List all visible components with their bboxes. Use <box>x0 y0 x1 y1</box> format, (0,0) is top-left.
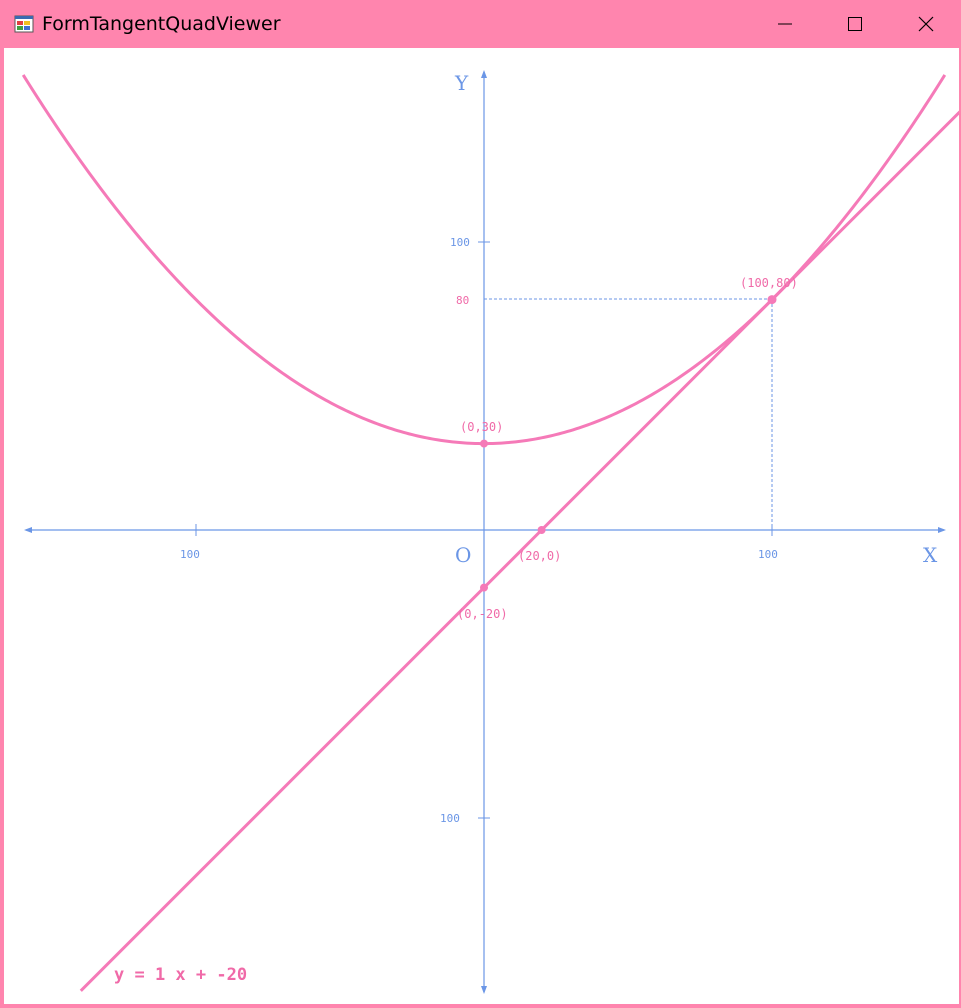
tangent-point-label: (100,80) <box>740 276 798 290</box>
y-tick-label-bottom: 100 <box>440 812 460 825</box>
title-bar[interactable]: FormTangentQuadViewer <box>0 0 961 48</box>
x-axis-label: X <box>923 543 938 567</box>
equation-label: y = 1 x + -20 <box>114 965 247 985</box>
close-icon <box>918 16 934 32</box>
maximize-icon <box>848 17 862 31</box>
graph-svg: 100 100 100 80 100 Y X O (100,80) <box>21 70 959 994</box>
x-tick-label-right: 100 <box>758 548 778 561</box>
y-axis-arrow-bottom <box>481 986 487 994</box>
y-axis-label: Y <box>454 71 469 95</box>
app-icon <box>14 15 34 33</box>
y-intercept-label: (0,-20) <box>457 607 508 621</box>
maximize-button[interactable] <box>820 0 890 48</box>
graph-canvas[interactable]: 100 100 100 80 100 Y X O (100,80) <box>4 48 959 1004</box>
x-axis-arrow-right <box>938 527 946 533</box>
x-intercept-dot <box>537 526 546 534</box>
origin-label: O <box>455 543 471 567</box>
y-tick-label-80: 80 <box>456 294 469 307</box>
close-button[interactable] <box>891 0 961 48</box>
tangent-line <box>79 110 959 992</box>
vertex-label: (0,30) <box>460 420 503 434</box>
y-intercept-dot <box>480 583 488 592</box>
minimize-icon <box>778 23 792 25</box>
y-axis-arrow-top <box>481 70 487 78</box>
tangent-point-dot <box>767 295 777 305</box>
x-intercept-label: (20,0) <box>518 549 561 563</box>
x-axis-arrow-left <box>24 527 32 533</box>
window-title: FormTangentQuadViewer <box>42 13 281 35</box>
y-tick-label-top: 100 <box>450 236 470 249</box>
vertex-dot <box>480 439 488 448</box>
x-tick-label-left: 100 <box>180 548 200 561</box>
minimize-button[interactable] <box>750 0 820 48</box>
